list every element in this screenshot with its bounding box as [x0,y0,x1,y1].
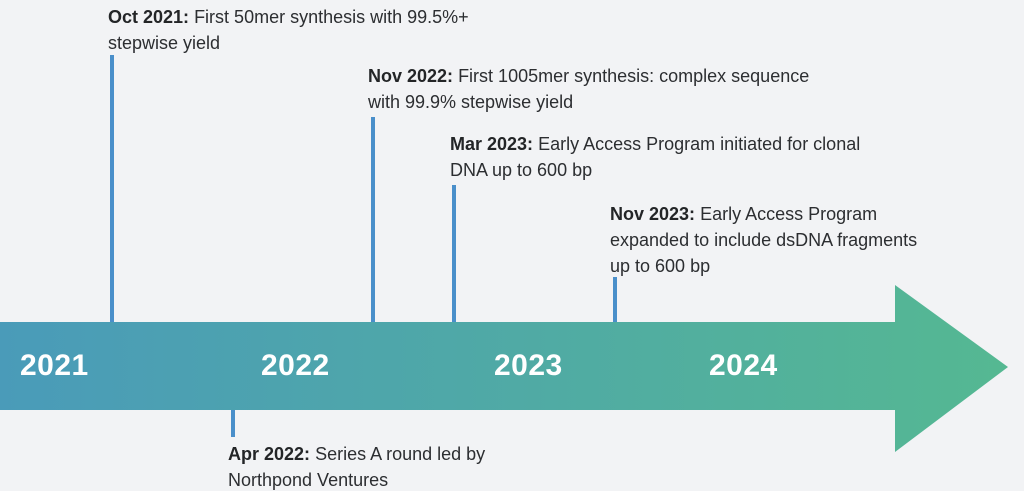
milestone-nov-2022: Nov 2022: First 1005mer synthesis: compl… [368,63,816,115]
milestone-mar-2023: Mar 2023: Early Access Program initiated… [450,131,870,183]
milestone-date: Apr 2022: [228,444,311,464]
milestone-text: Early Access Program initiated for clona… [450,134,861,180]
year-label-2024: 2024 [709,349,778,382]
connector-apr-2022 [231,410,235,437]
connector-nov-2022 [371,117,375,322]
connector-nov-2023 [613,277,617,322]
milestone-text: First 1005mer synthesis: complex sequenc… [368,66,810,112]
milestone-oct-2021: Oct 2021: First 50mer synthesis with 99.… [108,4,480,56]
connector-mar-2023 [452,185,456,322]
year-label-2023: 2023 [494,349,563,382]
milestone-date: Nov 2023: [610,204,696,224]
milestone-text: Series A round led by Northpond Ventures [228,444,486,490]
milestone-date: Nov 2022: [368,66,454,86]
milestone-text: First 50mer synthesis with 99.5%+ stepwi… [108,7,469,53]
milestone-nov-2023: Nov 2023: Early Access Program expanded … [610,201,940,279]
milestone-date: Mar 2023: [450,134,534,154]
milestone-text: Early Access Program expanded to include… [610,204,918,276]
arrow-shape [0,285,1008,452]
year-label-2022: 2022 [261,349,330,382]
connector-oct-2021 [110,55,114,322]
year-label-2021: 2021 [20,349,89,382]
milestone-date: Oct 2021: [108,7,190,27]
milestone-apr-2022: Apr 2022: Series A round led by Northpon… [228,441,573,491]
